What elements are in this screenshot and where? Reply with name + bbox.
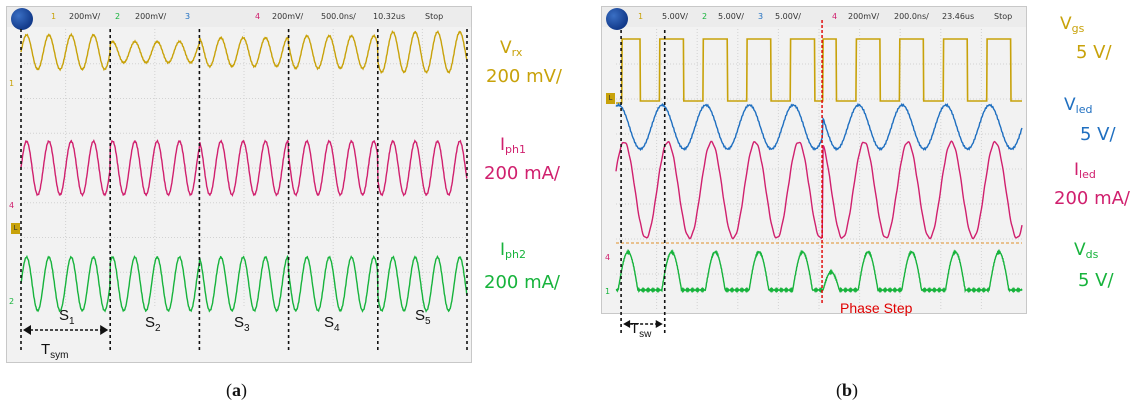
scope-a-delay: 10.32us [373,12,406,21]
legend-iph2-scale: 200 mA/ [484,272,560,293]
scope-b-ch4-scale: 200mV/ [848,12,880,21]
segment-label-s2: S2 [145,314,161,334]
tsym-arrow-left [23,325,31,335]
scope-b-timebase: 200.0ns/ [894,12,929,21]
scope-a-ch1-scale: 200mV/ [69,12,101,21]
scope-a-timebase: 500.0ns/ [321,12,356,21]
legend-vgs-name: Vgs [1060,14,1085,35]
scope-a-ch1: 1 [51,12,57,21]
trace-vds [615,248,1023,294]
scope-b-ch2: 2 [702,12,708,21]
trace-vgs [616,38,1022,104]
legend-iph2-name: Iph2 [500,240,526,261]
caption-b: (b) [836,380,859,400]
trace-vrx [20,30,468,75]
scope-logo-icon [606,8,628,30]
scope-a-ch4: 4 [255,12,261,21]
phase-step-label: Phase Step [840,300,913,316]
scope-a-marker-2: 2 [9,297,15,306]
segment-label-s4: S4 [324,314,340,334]
legend-iled-name: Iled [1074,160,1096,181]
scope-b-header: 1 5.00V/ 2 5.00V/ 3 5.00V/ 4 200mV/ 200.… [602,7,1026,30]
scope-a-marker-1: 1 [9,79,15,88]
scope-b-level-marker: L [606,93,615,104]
segment-label-s1: S1 [59,307,75,327]
scope-a-status: Stop [425,12,444,21]
tsym-arrow-right [100,325,109,335]
scope-a-ch2-scale: 200mV/ [135,12,167,21]
span-label-tsym: Tsym [41,341,69,361]
legend-vds-name: Vds [1074,240,1099,261]
scope-b-marker-4: 4 [605,253,611,262]
span-label-tsw: Tsw [630,320,652,340]
scope-b-ch4: 4 [832,12,838,21]
scope-b-marker-1: 1 [605,287,611,296]
segment-label-s3: S3 [234,314,250,334]
trace-iled [615,140,1023,240]
legend-iph1-name: Iph1 [500,135,526,156]
scope-logo-icon [11,8,33,30]
scope-b-waveforms [615,29,1023,309]
scope-a-marker-4: 4 [9,201,15,210]
scope-a-header: 1 200mV/ 2 200mV/ 3 4 200mV/ 500.0ns/ 10… [7,7,471,30]
legend-vgs-scale: 5 V/ [1076,42,1112,63]
legend-vrx-name: Vrx [500,38,523,59]
scope-a-waveforms [20,29,468,353]
trace-vled [615,102,1023,152]
scope-a-ch4-scale: 200mV/ [272,12,304,21]
scope-b-delay: 23.46us [942,12,975,21]
scope-b-ch2-scale: 5.00V/ [718,12,744,21]
scope-b-ch1: 1 [638,12,644,21]
legend-vds-scale: 5 V/ [1078,270,1114,291]
scope-b-status: Stop [994,12,1013,21]
trace-iph1 [20,139,468,197]
tsw-arrow-right [655,320,663,328]
scope-b-ch3: 3 [758,12,764,21]
oscilloscope-panel-a: 1 200mV/ 2 200mV/ 3 4 200mV/ 500.0ns/ 10… [6,6,472,363]
scope-a-level-marker: L [11,223,20,234]
scope-a-ch3: 3 [185,12,191,21]
scope-b-ch1-scale: 5.00V/ [662,12,688,21]
scope-b-ch3-scale: 5.00V/ [775,12,801,21]
scope-a-ch2: 2 [115,12,121,21]
legend-vled-scale: 5 V/ [1080,124,1116,145]
segment-label-s5: S5 [415,307,431,327]
legend-iled-scale: 200 mA/ [1054,188,1130,209]
legend-iph1-scale: 200 mA/ [484,163,560,184]
caption-a: (a) [226,380,247,400]
oscilloscope-panel-b: 1 5.00V/ 2 5.00V/ 3 5.00V/ 4 200mV/ 200.… [601,6,1027,314]
trace-iph2 [20,254,468,313]
legend-vled-name: Vled [1064,95,1093,116]
legend-vrx-scale: 200 mV/ [486,66,562,87]
